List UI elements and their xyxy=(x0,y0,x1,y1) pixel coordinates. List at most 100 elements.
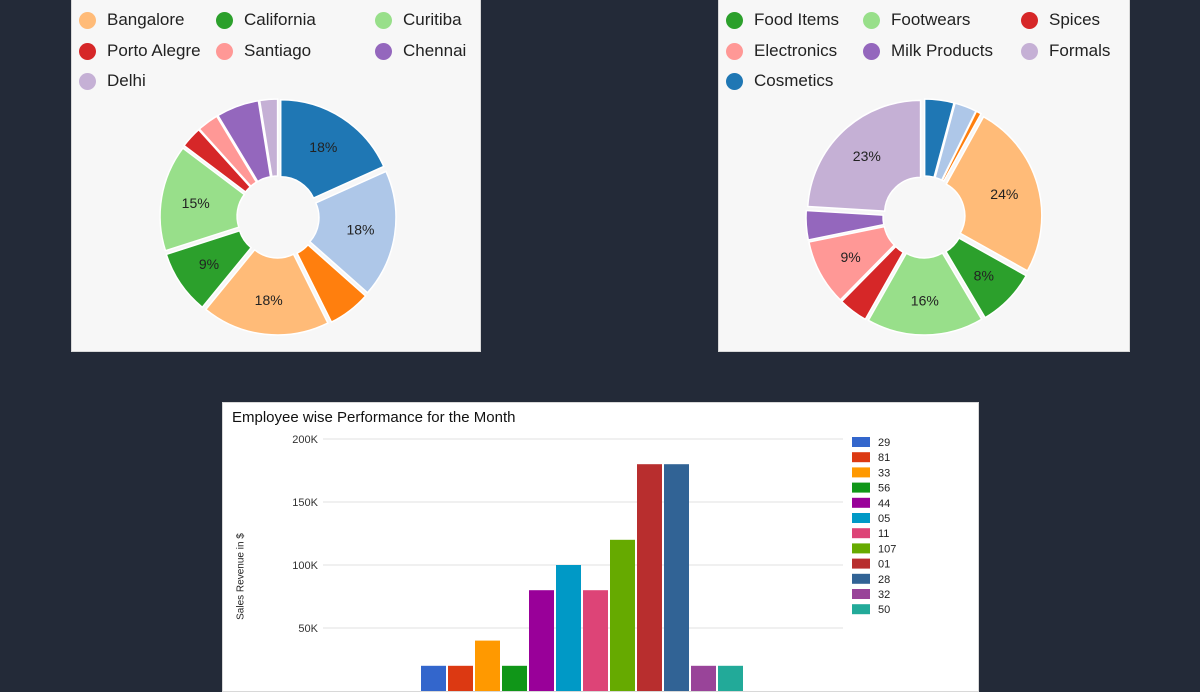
bar-employee-29 xyxy=(421,665,446,691)
employee-performance-panel: Employee wise Performance for the Month … xyxy=(222,402,979,692)
legend-item-food-items: Food Items xyxy=(726,10,839,30)
legend-item-santiago: Santiago xyxy=(216,41,311,61)
legend-item-california: California xyxy=(216,10,316,30)
donut-slice-slice-0 xyxy=(279,99,385,200)
legend-item-chennai: Chennai xyxy=(375,41,466,61)
legend-swatch-28 xyxy=(852,573,870,584)
y-tick-label: 50K xyxy=(298,623,318,635)
legend-label-11: 11 xyxy=(878,528,889,540)
bar-employee-56 xyxy=(502,665,527,691)
legend-swatch xyxy=(726,11,743,29)
bar-employee-28 xyxy=(664,464,689,691)
donut-slice-california xyxy=(165,229,253,309)
legend-label: Spices xyxy=(1049,10,1101,29)
y-tick-label: 150K xyxy=(292,497,318,509)
legend-item-electronics: Electronics xyxy=(726,41,837,61)
bar-chart-title: Employee wise Performance for the Month xyxy=(232,409,516,426)
donut-slice-santiago xyxy=(198,115,258,188)
bar-employee-44 xyxy=(529,590,554,691)
donut-slice-curitiba xyxy=(159,147,246,252)
donut-slice-porto-alegre xyxy=(183,128,252,193)
slice-value-label: 18% xyxy=(346,222,374,238)
legend-swatch xyxy=(375,42,392,60)
donut-slice-bangalore xyxy=(204,248,329,336)
legend-label-50: 50 xyxy=(878,604,890,616)
slice-value-label: 18% xyxy=(255,292,283,308)
legend-item-delhi: Delhi xyxy=(79,71,146,91)
slice-value-label: 24% xyxy=(990,186,1018,202)
legend-item-curitiba: Curitiba xyxy=(375,10,462,30)
employee-bar-chart: 50K 100K 150K 200K 29 81 33 56 44 05 11 107 01 28 32 50 xyxy=(292,434,896,691)
legend-label: Chennai xyxy=(403,41,467,60)
donut-slice-slice-3 xyxy=(945,115,1043,272)
legend-label-05: 05 xyxy=(878,513,890,525)
donut-slice-delhi xyxy=(258,98,279,178)
legend-label-107: 107 xyxy=(878,543,896,555)
slice-value-label: 9% xyxy=(199,256,219,272)
legend-item-porto-alegre: Porto Alegre xyxy=(79,41,201,61)
donut-slice-formals xyxy=(806,99,922,212)
bar-employee-11 xyxy=(583,590,608,691)
legend-swatch xyxy=(216,42,233,60)
legend-label: Delhi xyxy=(107,71,146,90)
donut-slice-slice-2 xyxy=(296,243,367,324)
legend-swatch-56 xyxy=(852,482,870,493)
legend-label: Formals xyxy=(1049,41,1111,60)
y-tick-label: 100K xyxy=(292,560,318,572)
legend-item-milk-products: Milk Products xyxy=(863,41,993,61)
bar-employee-107 xyxy=(610,539,635,691)
donut-slice-electronics xyxy=(808,225,896,301)
legend-swatch-01 xyxy=(852,558,870,569)
legend-swatch xyxy=(726,72,743,90)
bar-employee-33 xyxy=(475,640,500,691)
legend-label-29: 29 xyxy=(878,437,890,449)
legend-swatch xyxy=(79,42,96,60)
donut-slice-footwears xyxy=(867,251,983,336)
bar-employee-32 xyxy=(691,665,716,691)
bar-employee-01 xyxy=(637,464,662,691)
donut-slice-food-items xyxy=(944,237,1028,319)
legend-label-32: 32 xyxy=(878,589,890,601)
donut-slice-slice-2 xyxy=(941,110,983,183)
legend-item-formals: Formals xyxy=(1021,41,1110,61)
bar-employee-50 xyxy=(718,665,743,691)
bar-employee-81 xyxy=(448,665,473,691)
legend-label: Porto Alegre xyxy=(107,41,201,60)
legend-swatch-33 xyxy=(852,467,870,478)
legend-item-bangalore: Bangalore xyxy=(79,10,185,30)
legend-label: Food Items xyxy=(754,10,840,29)
donut-slice-slice-1 xyxy=(308,170,397,294)
legend-label-44: 44 xyxy=(878,498,890,510)
legend-swatch-107 xyxy=(852,543,870,554)
legend-swatch-50 xyxy=(852,604,870,615)
slice-value-label: 9% xyxy=(840,249,860,265)
legend-label: Footwears xyxy=(891,10,971,29)
legend-label-01: 01 xyxy=(878,559,890,571)
legend-swatch-81 xyxy=(852,452,870,463)
legend-swatch xyxy=(726,42,743,60)
legend-label: Bangalore xyxy=(107,10,185,29)
donut-slice-cosmetics xyxy=(923,98,955,179)
y-tick-label: 200K xyxy=(292,434,318,446)
category-donut-chart: 24% 8% 16% 9% 23% xyxy=(805,98,1043,336)
slice-value-label: 15% xyxy=(182,195,210,211)
legend-label-56: 56 xyxy=(878,483,890,495)
category-donut-panel: Food Items Footwears Spices Electronics Milk… xyxy=(718,0,1130,352)
donut-slice-chennai xyxy=(216,99,272,183)
legend-swatch xyxy=(1021,42,1038,60)
legend-swatch xyxy=(79,11,96,29)
legend-label: Santiago xyxy=(244,41,312,60)
legend-swatch-05 xyxy=(852,513,870,523)
legend-swatch xyxy=(375,11,392,29)
legend-swatch-44 xyxy=(852,497,870,508)
legend-swatch xyxy=(1021,11,1038,29)
legend-label: Curitiba xyxy=(403,10,462,29)
legend-swatch xyxy=(79,72,96,90)
legend-label: California xyxy=(244,10,316,29)
slice-value-label: 8% xyxy=(974,267,994,283)
donut-slice-spices xyxy=(840,245,905,321)
legend-item-spices: Spices xyxy=(1021,10,1100,30)
legend-swatch-29 xyxy=(852,437,870,447)
legend-label: Cosmetics xyxy=(754,71,834,90)
bar-employee-05 xyxy=(556,565,581,691)
